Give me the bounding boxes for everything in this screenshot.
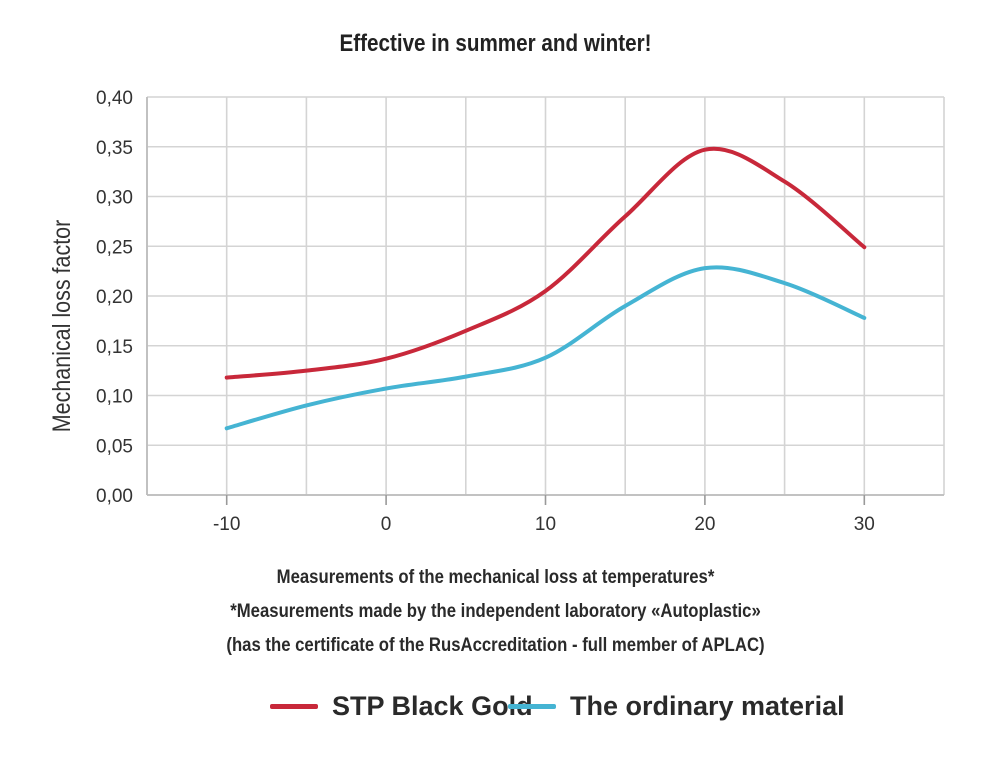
x-tick-label: -10 <box>213 514 240 535</box>
y-axis-label: Mechanical loss factor <box>47 220 75 433</box>
legend-item-stp-black-gold: STP Black Gold <box>270 686 533 726</box>
legend-swatch-red <box>270 703 318 709</box>
series-line-ordinary-material <box>224 265 867 431</box>
x-tick-label: 30 <box>854 514 875 535</box>
x-tick-label: 0 <box>381 514 392 535</box>
y-tick-label: 0,25 <box>96 237 133 258</box>
x-tick-label: 10 <box>535 514 556 535</box>
x-axis-ticks: -10 0 10 20 30 <box>213 495 875 535</box>
chart-title: Effective in summer and winter! <box>339 30 652 57</box>
footnote-laboratory: *Measurements made by the independent la… <box>230 601 761 622</box>
y-tick-label: 0,00 <box>96 486 133 507</box>
y-tick-label: 0,15 <box>96 337 133 358</box>
line-chart: 0,00 0,05 0,10 0,15 0,20 0,25 0,30 0,35 0,40 -10… <box>47 88 945 535</box>
grid-lines <box>146 96 945 496</box>
y-tick-label: 0,20 <box>96 287 133 308</box>
y-tick-label: 0,40 <box>96 88 133 109</box>
footnote-certificate: (has the certificate of the RusAccredita… <box>226 635 765 656</box>
y-tick-label: 0,10 <box>96 387 133 408</box>
legend-swatch-blue <box>508 703 556 709</box>
x-axis-label: Measurements of the mechanical loss at t… <box>276 567 715 588</box>
series-lines <box>224 146 867 431</box>
legend-item-ordinary-material: The ordinary material <box>508 686 845 726</box>
y-tick-label: 0,30 <box>96 188 133 209</box>
y-tick-label: 0,35 <box>96 138 133 159</box>
y-tick-label: 0,05 <box>96 436 133 457</box>
series-line-stp-black-gold <box>224 146 867 380</box>
legend: STP Black Gold The ordinary material <box>0 686 991 726</box>
legend-label: STP Black Gold <box>332 690 533 721</box>
y-axis-ticks: 0,00 0,05 0,10 0,15 0,20 0,25 0,30 0,35 0,40 <box>96 88 133 507</box>
legend-label: The ordinary material <box>570 690 845 721</box>
x-tick-label: 20 <box>694 514 715 535</box>
